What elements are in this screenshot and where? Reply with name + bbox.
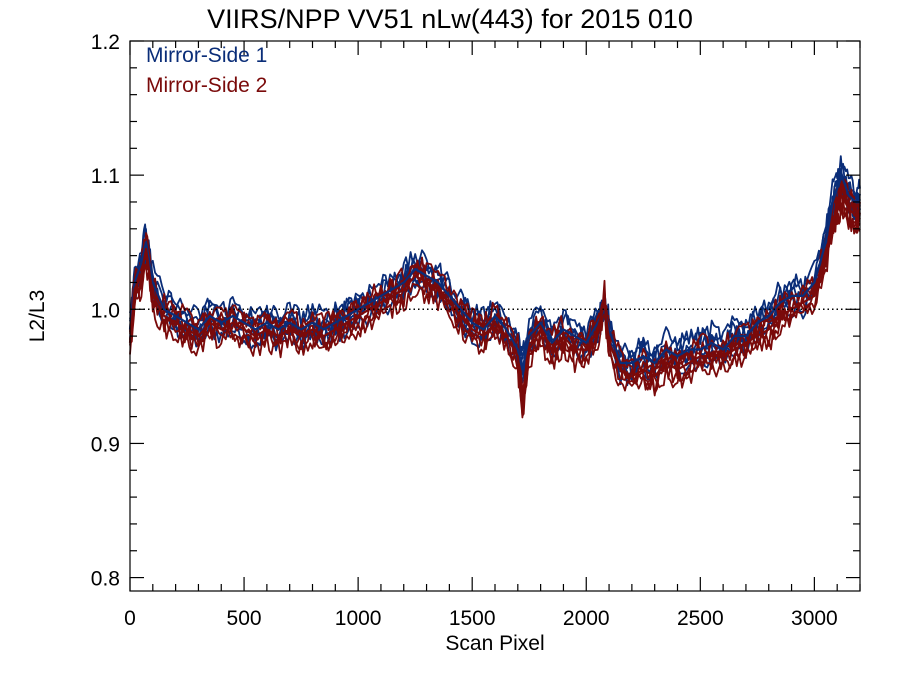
x-tick-label-3000: 3000: [791, 607, 838, 630]
series-line-2-swath-4: [129, 184, 861, 404]
series-line-2-swath-5: [129, 183, 861, 392]
y-tick-label-1.0: 1.0: [91, 299, 120, 322]
series-line-2-swath-3: [129, 199, 861, 401]
x-tick-label-1000: 1000: [335, 607, 382, 630]
x-tick-label-2000: 2000: [563, 607, 610, 630]
series-line-1: [128, 174, 860, 371]
legend-item-mirror-side-2: Mirror-Side 2: [146, 74, 268, 97]
y-tick-label-1.1: 1.1: [91, 165, 120, 188]
series-line-2-swath-2: [129, 196, 861, 419]
series-line-2-swath-6: [129, 178, 861, 396]
axis-tick-labels-layer: 0 500 1000 1500 2000 2500 3000 0.8 0.9 1.0 1.1 1.2: [91, 31, 838, 630]
y-axis-label: L2/L3: [26, 289, 49, 343]
series-lines-layer: [128, 155, 861, 419]
series-line-1-swath-1: [129, 183, 861, 387]
series-line-2: [128, 194, 860, 405]
chart-title: VIIRS/NPP VV51 nLw(443) for 2015 010: [207, 4, 693, 34]
x-tick-label-500: 500: [227, 607, 262, 630]
x-tick-label-1500: 1500: [449, 607, 496, 630]
x-tick-label-0: 0: [124, 607, 136, 630]
series-line-1-swath-2: [129, 174, 861, 382]
axis-ticks-layer: [129, 40, 861, 591]
x-axis-label: Scan Pixel: [445, 632, 545, 655]
y-tick-label-0.8: 0.8: [91, 568, 120, 591]
x-tick-label-2500: 2500: [677, 607, 724, 630]
y-tick-label-1.2: 1.2: [91, 31, 120, 54]
legend-item-mirror-side-1: Mirror-Side 1: [146, 44, 268, 67]
y-tick-label-0.9: 0.9: [91, 433, 120, 456]
